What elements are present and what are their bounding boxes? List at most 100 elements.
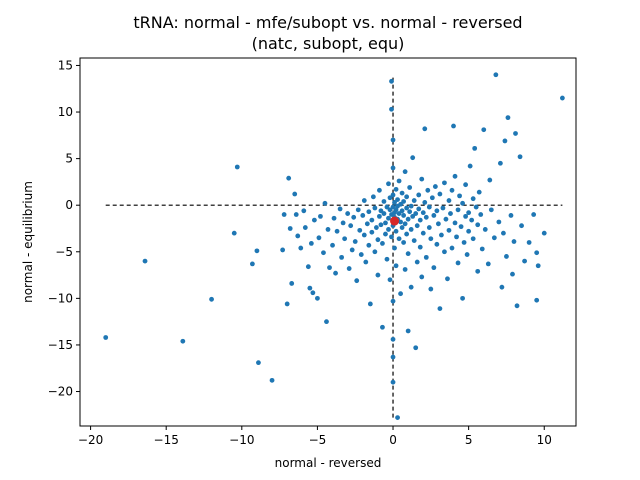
data-point [367,301,373,307]
data-point [357,227,363,233]
data-point [390,379,396,385]
data-point [349,247,355,253]
data-point [469,217,475,223]
data-point [381,199,387,204]
data-point [460,200,465,206]
data-point [393,228,399,234]
x-tick-label: 10 [537,433,552,447]
data-point [417,217,423,223]
data-point [448,211,453,216]
data-point [286,175,292,181]
data-point [389,106,394,112]
data-point [499,284,505,290]
data-point [458,224,464,230]
data-point [142,258,148,264]
data-point [401,240,407,245]
data-point [390,192,396,198]
data-point [449,187,455,193]
data-point [331,215,337,221]
data-point [354,278,360,284]
y-tick-label: −15 [48,338,73,352]
chart-title-line-1: tRNA: normal - mfe/subopt vs. normal - r… [133,13,522,32]
data-point [390,354,396,360]
data-point [378,208,384,214]
data-point [380,324,385,330]
data-point [426,204,432,210]
data-point [514,303,520,309]
data-point [442,249,447,255]
data-point [372,249,378,255]
data-point [440,205,446,211]
y-tick-label: 0 [65,198,73,212]
data-point [316,235,322,241]
data-point [405,251,411,257]
data-point [318,213,323,219]
data-point [473,204,479,210]
data-point [384,204,390,210]
data-point [387,207,393,213]
data-point [305,264,311,270]
data-point [478,212,484,217]
y-tick-label: −20 [48,385,73,399]
data-point [322,200,328,206]
data-point [249,261,255,267]
data-point [390,336,396,342]
data-point [457,193,462,199]
data-point [311,217,317,223]
data-point [470,236,476,242]
data-point [410,213,416,219]
data-point [413,345,419,351]
data-point [395,415,400,421]
data-point [526,240,532,245]
data-point [423,214,429,220]
highlight-point [390,216,400,226]
data-point [408,227,414,232]
data-point [428,236,434,242]
data-point [414,223,420,229]
data-point [302,225,308,230]
data-point [392,245,397,251]
data-point [390,204,396,210]
data-point [531,212,537,217]
data-point [481,127,487,133]
data-point [348,223,354,229]
data-point [425,187,431,193]
data-point [475,268,481,274]
data-point [377,213,382,219]
data-point [467,163,473,169]
x-tick-label: 5 [465,433,473,447]
data-point [351,214,357,220]
data-point [402,267,408,272]
data-point [413,211,419,216]
data-point [482,227,488,232]
data-point [496,219,502,225]
data-point [378,222,384,228]
data-point [508,213,514,218]
data-point [504,254,509,259]
data-point [463,213,469,219]
data-point [301,208,307,214]
data-point [358,252,364,257]
data-point [375,272,381,278]
data-point [387,277,393,283]
data-point [284,301,290,307]
x-tick-label: −20 [78,433,103,447]
data-point [402,221,408,227]
y-tick-label: 5 [65,152,73,166]
data-point [463,182,469,188]
data-point [383,220,388,226]
data-point [103,335,109,340]
data-point [452,173,458,179]
data-point [479,246,485,252]
data-point [452,220,458,226]
data-point [497,160,503,166]
x-axis: −20 −15 −10 −5 0 5 10 [78,426,552,447]
data-point [364,221,370,227]
data-point [404,231,410,237]
data-point [451,123,456,129]
data-point [505,115,511,121]
data-point [393,263,399,269]
data-point [487,177,493,183]
data-point [466,228,472,234]
